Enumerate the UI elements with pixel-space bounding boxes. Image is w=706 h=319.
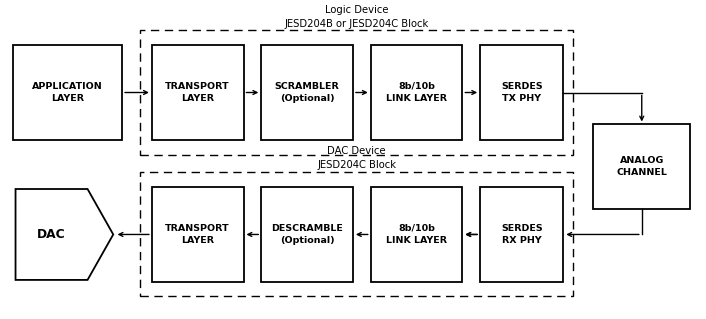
Bar — [152, 45, 244, 140]
Text: APPLICATION
LAYER: APPLICATION LAYER — [32, 82, 103, 103]
Bar — [140, 30, 573, 155]
Polygon shape — [16, 189, 113, 280]
Text: DAC: DAC — [37, 228, 66, 241]
Text: TRANSPORT
LAYER: TRANSPORT LAYER — [165, 224, 230, 245]
Text: 8b/10b
LINK LAYER: 8b/10b LINK LAYER — [386, 224, 447, 245]
Text: Logic Device: Logic Device — [325, 5, 388, 15]
Text: ANALOG
CHANNEL: ANALOG CHANNEL — [616, 156, 667, 177]
Text: JESD204B or JESD204C Block: JESD204B or JESD204C Block — [285, 19, 429, 29]
Bar — [371, 187, 462, 282]
Bar — [261, 187, 353, 282]
Text: 8b/10b
LINK LAYER: 8b/10b LINK LAYER — [386, 82, 447, 103]
Text: SERDES
TX PHY: SERDES TX PHY — [501, 82, 542, 103]
Bar — [593, 124, 690, 209]
Bar — [13, 45, 122, 140]
Bar — [371, 45, 462, 140]
Text: DESCRAMBLE
(Optional): DESCRAMBLE (Optional) — [271, 224, 343, 245]
Bar — [261, 45, 353, 140]
Text: JESD204C Block: JESD204C Block — [317, 160, 396, 170]
Text: DAC Device: DAC Device — [327, 146, 386, 156]
Bar — [480, 187, 563, 282]
Text: TRANSPORT
LAYER: TRANSPORT LAYER — [165, 82, 230, 103]
Bar — [140, 172, 573, 296]
Text: SCRAMBLER
(Optional): SCRAMBLER (Optional) — [275, 82, 340, 103]
Text: SERDES
RX PHY: SERDES RX PHY — [501, 224, 542, 245]
Bar — [152, 187, 244, 282]
Bar — [480, 45, 563, 140]
